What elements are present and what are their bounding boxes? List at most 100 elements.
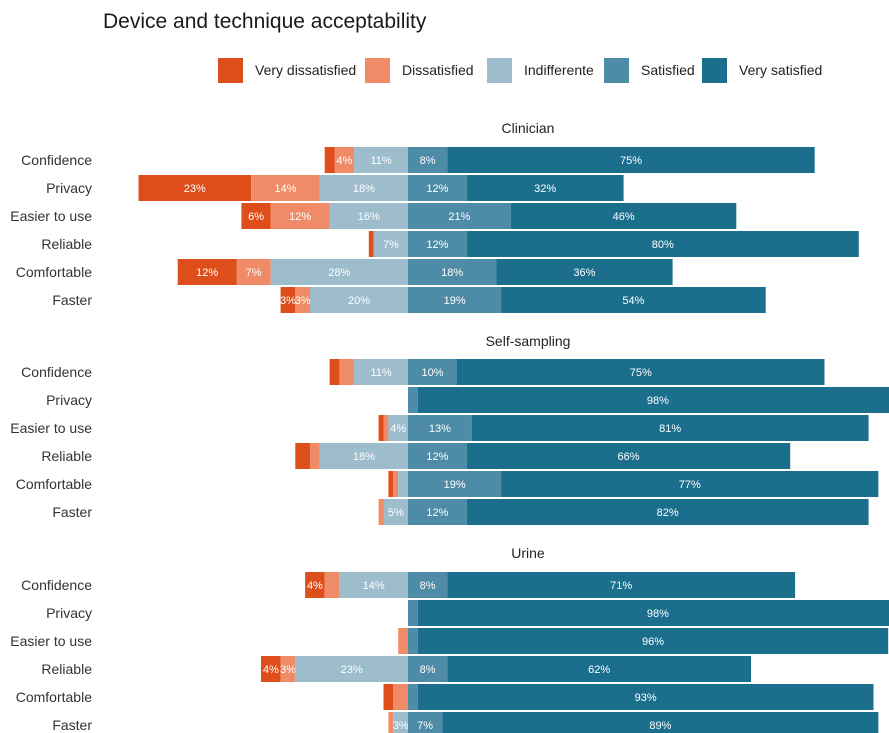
bar-segment-very-satisfied: [417, 684, 874, 710]
bar-segment-indifferente: [339, 572, 408, 598]
bar-segment-very-satisfied: [442, 712, 879, 733]
legend-label: Very satisfied: [739, 62, 823, 78]
data-label: 3%: [393, 720, 409, 732]
category-label: Comfortable: [16, 476, 92, 492]
category-label: Privacy: [46, 605, 92, 621]
category-label: Faster: [52, 717, 92, 733]
data-label: 3%: [280, 295, 296, 307]
data-label: 7%: [246, 267, 262, 279]
category-label: Faster: [52, 292, 92, 308]
bar-row-comfortable: Comfortable 19% 77%: [16, 471, 879, 497]
legend-swatch: [487, 57, 512, 83]
data-label: 16%: [358, 211, 380, 223]
bar-segment-very-dissatisfied: [305, 572, 325, 598]
bar-row-reliable: Reliable 4% 3% 23% 8% 62%: [41, 656, 751, 682]
bar-segment-very-satisfied: [457, 359, 825, 385]
data-label: 18%: [441, 267, 463, 279]
data-label: 3%: [295, 295, 311, 307]
category-label: Privacy: [46, 180, 92, 196]
bar-segment-indifferente: [319, 175, 408, 201]
legend-item-very-satisfied: Very satisfied: [702, 56, 822, 84]
bar-row-comfortable: Comfortable 93%: [16, 684, 874, 710]
category-label: Confidence: [21, 152, 92, 168]
data-label: 14%: [363, 580, 385, 592]
data-label: 82%: [657, 507, 679, 519]
data-label: 8%: [420, 580, 436, 592]
bar-segment-dissatisfied: [339, 359, 355, 385]
bar-segment-indifferente: [295, 656, 408, 682]
bar-segment-indifferente: [270, 259, 408, 285]
bar-segment-indifferente: [393, 712, 408, 733]
bar-row-faster: Faster 3%3% 20% 19% 54%: [52, 287, 766, 313]
bar-row-easier-to-use: Easier to use 6% 12% 16% 21% 46%: [10, 203, 737, 229]
data-label: 28%: [328, 267, 350, 279]
bar-segment-dissatisfied: [383, 415, 389, 441]
chart-title: Device and technique acceptability: [103, 10, 427, 33]
bar-segment-very-dissatisfied: [368, 231, 374, 257]
data-label: 54%: [622, 295, 644, 307]
bar-segment-very-dissatisfied: [378, 415, 384, 441]
category-label: Confidence: [21, 364, 92, 380]
data-label: 12%: [426, 239, 448, 251]
data-label: 36%: [573, 267, 595, 279]
data-label: 4%: [263, 664, 279, 676]
bar-segment-very-dissatisfied: [241, 203, 271, 229]
bar-segment-satisfied: [408, 499, 467, 525]
data-label: 75%: [630, 367, 652, 379]
data-label: 66%: [617, 451, 639, 463]
data-label: 23%: [184, 183, 206, 195]
data-label: 96%: [642, 636, 664, 648]
panel-clinician: Clinician Confidence 4% 11% 8% 75% Privacy 23% 1…: [10, 120, 859, 313]
data-label: 93%: [635, 692, 657, 704]
bar-segment-very-dissatisfied: [388, 471, 394, 497]
bar-segment-satisfied: [408, 287, 502, 313]
bar-segment-indifferente: [398, 471, 408, 497]
bar-segment-very-dissatisfied: [295, 443, 310, 469]
panel-title: Self-sampling: [486, 333, 571, 349]
bar-segment-very-dissatisfied: [177, 259, 237, 285]
bar-row-privacy: Privacy 98%: [46, 387, 889, 413]
bar-row-reliable: Reliable 18% 12% 66%: [41, 443, 791, 469]
category-label: Easier to use: [10, 208, 92, 224]
legend-item-indifferente: Indifferente: [487, 56, 594, 84]
bar-segment-very-dissatisfied: [280, 287, 296, 313]
bar-row-easier-to-use: Easier to use 4% 13% 81%: [10, 415, 869, 441]
bar-segment-very-satisfied: [471, 415, 869, 441]
bar-segment-indifferente: [310, 287, 408, 313]
bar-segment-very-satisfied: [447, 147, 815, 173]
bar-segment-very-dissatisfied: [261, 656, 281, 682]
data-label: 89%: [649, 720, 671, 732]
data-label: 7%: [417, 720, 433, 732]
bar-segment-indifferente: [319, 443, 408, 469]
bar-segment-satisfied: [408, 572, 448, 598]
data-label: 12%: [426, 507, 448, 519]
bar-segment-very-satisfied: [447, 572, 796, 598]
bar-segment-very-satisfied: [417, 600, 889, 626]
bar-segment-very-satisfied: [417, 387, 889, 413]
bar-segment-very-satisfied: [466, 231, 859, 257]
legend: Very dissatisfied Dissatisfied Indifferent…: [0, 56, 889, 84]
data-label: 18%: [353, 451, 375, 463]
data-label: 12%: [196, 267, 218, 279]
bar-row-privacy: Privacy 98%: [46, 600, 889, 626]
panel-title: Urine: [511, 545, 545, 561]
data-label: 11%: [370, 367, 391, 379]
category-label: Privacy: [46, 392, 92, 408]
category-label: Comfortable: [16, 689, 92, 705]
data-label: 46%: [613, 211, 635, 223]
bar-segment-indifferente: [354, 359, 408, 385]
data-label: 11%: [370, 155, 391, 167]
bar-segment-very-satisfied: [501, 287, 766, 313]
bar-segment-satisfied: [408, 600, 418, 626]
bar-segment-dissatisfied: [334, 147, 355, 173]
bar-segment-very-satisfied: [496, 259, 673, 285]
legend-label: Dissatisfied: [402, 62, 474, 78]
bar-segment-indifferente: [329, 203, 408, 229]
legend-label: Very dissatisfied: [255, 62, 357, 78]
data-label: 4%: [307, 580, 323, 592]
bar-row-faster: Faster 5% 12% 82%: [52, 499, 869, 525]
data-label: 19%: [444, 479, 466, 491]
category-label: Reliable: [41, 448, 92, 464]
legend-item-dissatisfied: Dissatisfied: [365, 56, 474, 84]
data-label: 21%: [448, 211, 470, 223]
